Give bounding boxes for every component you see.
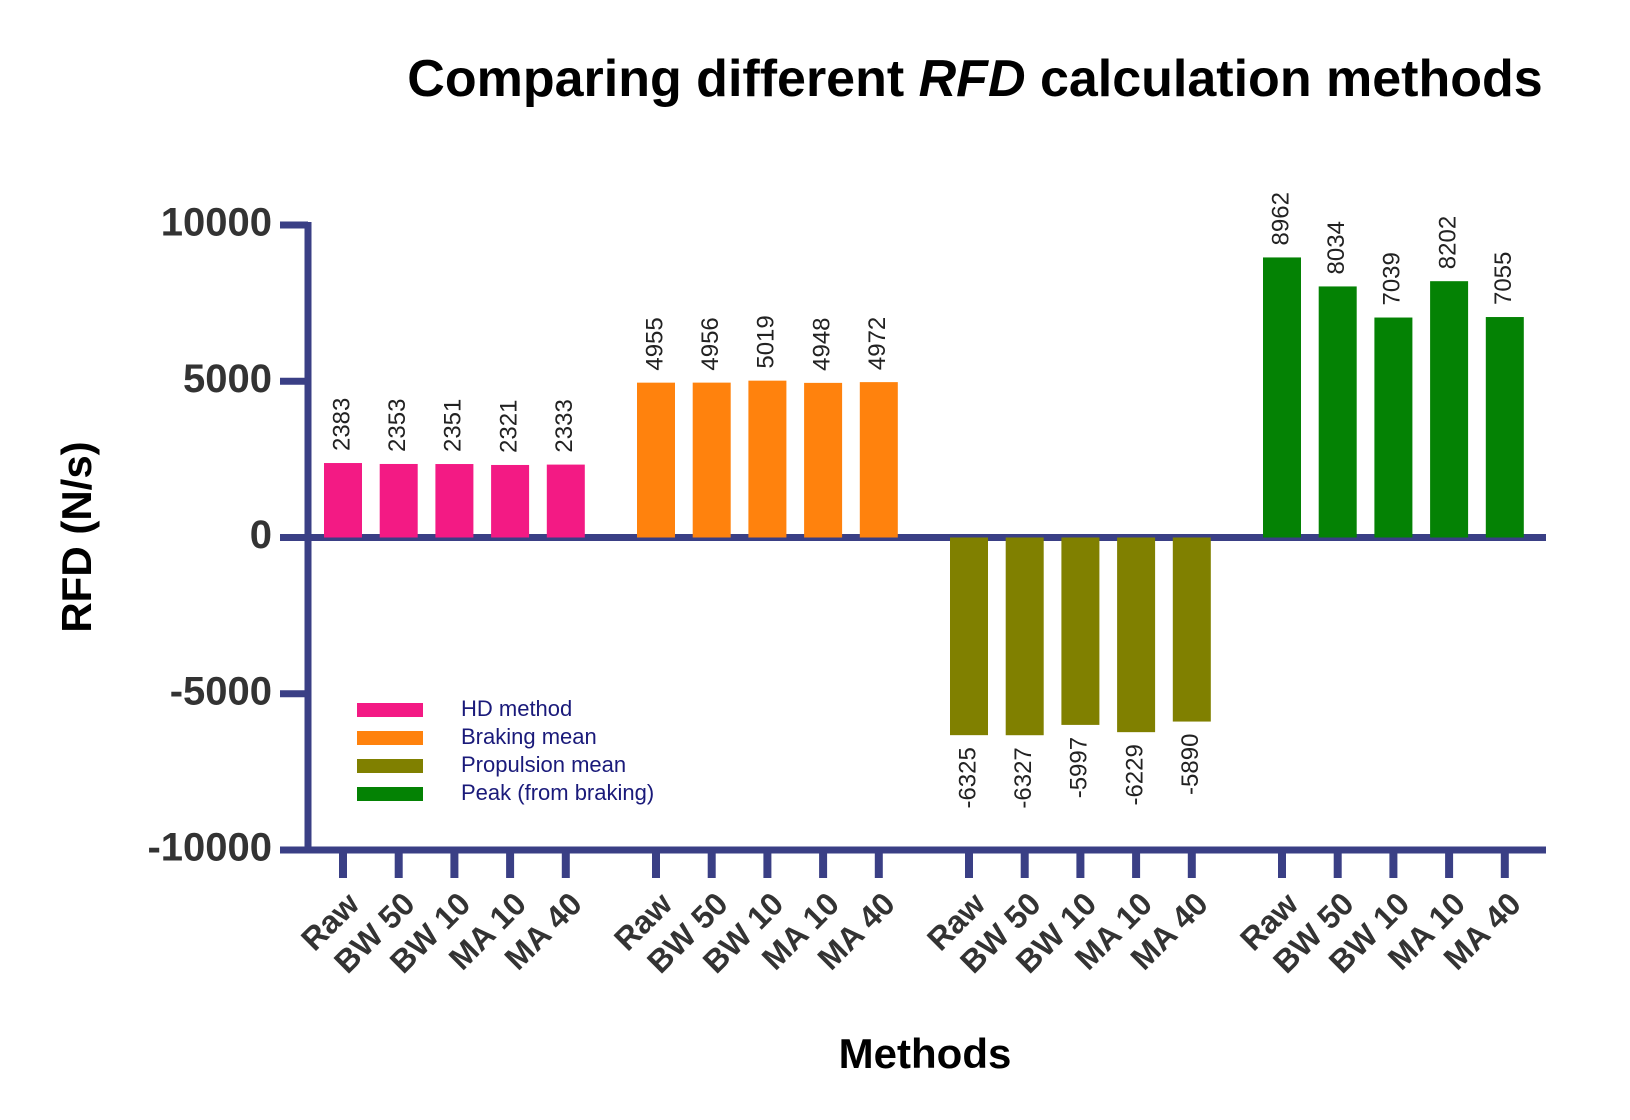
bar — [1172, 537, 1211, 722]
bar — [324, 463, 362, 538]
bar — [804, 382, 843, 538]
value-label: 8962 — [1267, 192, 1294, 245]
value-label: 8034 — [1323, 221, 1350, 274]
bar — [1005, 537, 1044, 736]
value-label: 4955 — [641, 317, 668, 370]
bar — [950, 537, 988, 736]
value-label: 7055 — [1490, 252, 1517, 305]
bar — [748, 380, 787, 538]
value-label: 2321 — [495, 400, 522, 453]
y-tick-label: 10000 — [161, 201, 272, 245]
bar — [1485, 317, 1524, 538]
bar — [1061, 537, 1100, 725]
title-part: calculation methods — [1026, 50, 1543, 108]
y-tick-label: 5000 — [183, 357, 272, 401]
value-label: -6325 — [954, 747, 981, 808]
y-axis-label: RFD (N/s) — [53, 441, 100, 632]
value-label: -6327 — [1010, 747, 1037, 808]
value-label: 2383 — [328, 398, 355, 451]
legend-label: Propulsion mean — [461, 752, 626, 777]
bar — [491, 464, 530, 538]
legend-label: HD method — [461, 696, 572, 721]
value-label: -6229 — [1121, 744, 1148, 805]
value-label: 5019 — [753, 315, 780, 368]
legend-label: Peak (from braking) — [461, 780, 654, 805]
chart-title: Comparing different RFD calculation meth… — [407, 50, 1542, 108]
legend-swatch — [357, 731, 423, 745]
legend-swatch — [357, 787, 423, 801]
value-label: 4948 — [808, 317, 835, 370]
bar — [379, 463, 418, 538]
value-label: 2333 — [551, 399, 578, 452]
bar — [859, 382, 898, 538]
value-label: -5997 — [1066, 737, 1093, 798]
bar — [1318, 286, 1357, 538]
value-label: 2351 — [440, 399, 467, 452]
value-label: 4972 — [864, 317, 891, 370]
legend-swatch — [357, 759, 423, 773]
bar — [1374, 317, 1413, 538]
value-label: 2353 — [384, 399, 411, 452]
value-label: 4956 — [697, 317, 724, 370]
value-label: -5890 — [1177, 734, 1204, 795]
bar — [435, 464, 474, 538]
x-axis-label: Methods — [839, 1030, 1012, 1077]
y-tick-label: 0 — [250, 513, 272, 557]
bar — [692, 382, 731, 538]
bar — [1117, 537, 1156, 733]
value-label: 7039 — [1379, 252, 1406, 305]
title-part: RFD — [919, 50, 1026, 108]
title-part: Comparing different — [407, 50, 918, 108]
legend-label: Braking mean — [461, 724, 597, 749]
bar — [1263, 257, 1301, 538]
value-label: 8202 — [1434, 216, 1461, 269]
bar — [1430, 281, 1469, 538]
bar — [637, 382, 675, 538]
bar — [546, 464, 585, 538]
y-tick-label: -5000 — [170, 669, 272, 713]
y-tick-label: -10000 — [147, 826, 272, 870]
legend-swatch — [357, 703, 423, 717]
